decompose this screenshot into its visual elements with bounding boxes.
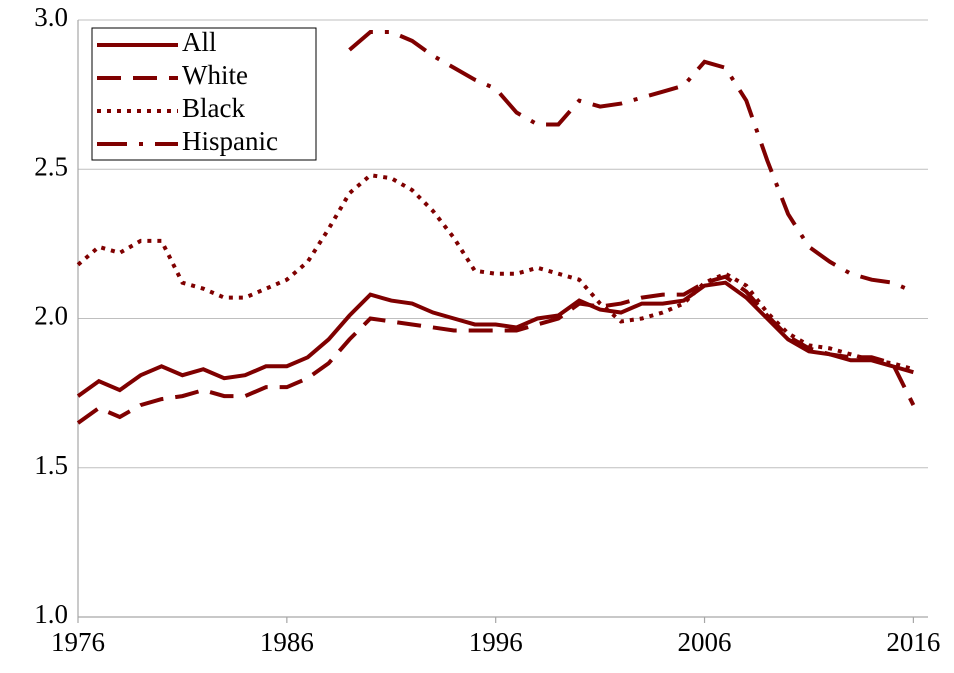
legend-label: All	[182, 27, 217, 57]
y-tick-label: 2.5	[34, 151, 68, 181]
y-tick-label: 2.0	[34, 301, 68, 331]
legend-label: White	[182, 60, 248, 90]
y-tick-label: 1.5	[34, 450, 68, 480]
legend-box	[91, 27, 317, 161]
x-tick-label: 1996	[469, 627, 523, 657]
y-tick-label: 3.0	[34, 2, 68, 32]
x-tick-label: 2006	[678, 627, 732, 657]
series-line	[348, 29, 915, 294]
series-line	[76, 274, 916, 425]
x-tick-label: 1986	[260, 627, 314, 657]
legend-label: Black	[182, 93, 245, 123]
x-tick-label: 1976	[51, 627, 105, 657]
x-tick-label: 2016	[886, 627, 940, 657]
y-tick-label: 1.0	[34, 599, 68, 629]
legend-label: Hispanic	[182, 126, 278, 156]
series-line	[76, 280, 914, 398]
